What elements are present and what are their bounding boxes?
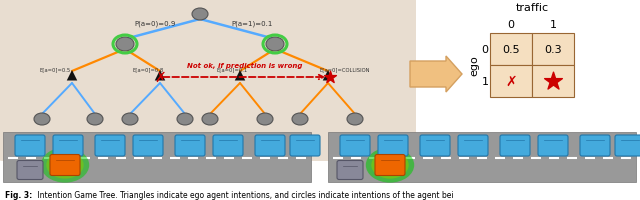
Ellipse shape — [371, 152, 409, 179]
Ellipse shape — [34, 113, 50, 125]
Bar — [490, 34, 532, 66]
FancyBboxPatch shape — [213, 135, 243, 156]
Bar — [532, 66, 574, 98]
Ellipse shape — [60, 161, 70, 169]
FancyBboxPatch shape — [378, 135, 408, 156]
Text: 0: 0 — [508, 20, 515, 30]
Point — [548, 80, 558, 83]
FancyBboxPatch shape — [0, 0, 416, 161]
Ellipse shape — [41, 148, 89, 183]
Text: Not ok, if prediction is wrong: Not ok, if prediction is wrong — [188, 63, 303, 69]
FancyBboxPatch shape — [580, 135, 610, 156]
Ellipse shape — [116, 38, 134, 52]
Point — [325, 76, 335, 79]
FancyBboxPatch shape — [458, 135, 488, 156]
FancyBboxPatch shape — [538, 135, 568, 156]
Ellipse shape — [257, 113, 273, 125]
FancyBboxPatch shape — [337, 161, 363, 180]
Ellipse shape — [51, 155, 79, 176]
Ellipse shape — [347, 113, 363, 125]
FancyArrow shape — [410, 57, 462, 93]
FancyBboxPatch shape — [133, 135, 163, 156]
Text: ✗: ✗ — [505, 75, 517, 89]
Ellipse shape — [122, 113, 138, 125]
FancyBboxPatch shape — [500, 135, 530, 156]
Text: Intention Game Tree. Triangles indicate ego agent intentions, and circles indica: Intention Game Tree. Triangles indicate … — [35, 191, 454, 200]
FancyBboxPatch shape — [50, 155, 80, 176]
FancyBboxPatch shape — [15, 135, 45, 156]
Ellipse shape — [202, 113, 218, 125]
Ellipse shape — [380, 158, 400, 172]
FancyBboxPatch shape — [420, 135, 450, 156]
Ellipse shape — [366, 148, 414, 183]
Ellipse shape — [376, 155, 404, 176]
Ellipse shape — [46, 152, 84, 179]
Polygon shape — [155, 71, 165, 81]
FancyBboxPatch shape — [615, 135, 640, 156]
FancyBboxPatch shape — [95, 135, 125, 156]
Polygon shape — [323, 71, 333, 81]
FancyBboxPatch shape — [17, 161, 43, 180]
FancyBboxPatch shape — [255, 135, 285, 156]
Text: 1: 1 — [550, 20, 557, 30]
Ellipse shape — [266, 38, 284, 52]
Polygon shape — [67, 71, 77, 81]
Bar — [3, 132, 311, 182]
Text: 0.5: 0.5 — [502, 45, 520, 55]
Text: E[a=0]=COLLISION: E[a=0]=COLLISION — [320, 67, 371, 72]
FancyBboxPatch shape — [340, 135, 370, 156]
Text: P(a=0)=0.9: P(a=0)=0.9 — [134, 21, 176, 27]
Ellipse shape — [177, 113, 193, 125]
Text: Fig. 3:: Fig. 3: — [5, 191, 32, 200]
FancyBboxPatch shape — [53, 135, 83, 156]
Ellipse shape — [292, 113, 308, 125]
FancyBboxPatch shape — [375, 155, 405, 176]
Text: 0.3: 0.3 — [544, 45, 562, 55]
FancyBboxPatch shape — [175, 135, 205, 156]
Text: ✗: ✗ — [154, 71, 166, 85]
FancyBboxPatch shape — [290, 135, 320, 156]
Bar — [328, 132, 636, 182]
Text: 0: 0 — [481, 45, 488, 55]
Text: 1: 1 — [481, 77, 488, 87]
Bar — [490, 66, 532, 98]
Bar — [532, 34, 574, 66]
Polygon shape — [235, 71, 245, 81]
Ellipse shape — [55, 158, 75, 172]
Text: E[a=0]=0.8: E[a=0]=0.8 — [132, 67, 164, 72]
Text: traffic: traffic — [515, 3, 548, 13]
Text: E[a=0]=0.1: E[a=0]=0.1 — [216, 67, 248, 72]
Ellipse shape — [87, 113, 103, 125]
Text: ego: ego — [469, 55, 479, 76]
Ellipse shape — [192, 9, 208, 21]
Ellipse shape — [385, 161, 396, 169]
Text: P(a=1)=0.1: P(a=1)=0.1 — [231, 21, 273, 27]
Text: E[a=0]=0.5: E[a=0]=0.5 — [40, 67, 70, 72]
